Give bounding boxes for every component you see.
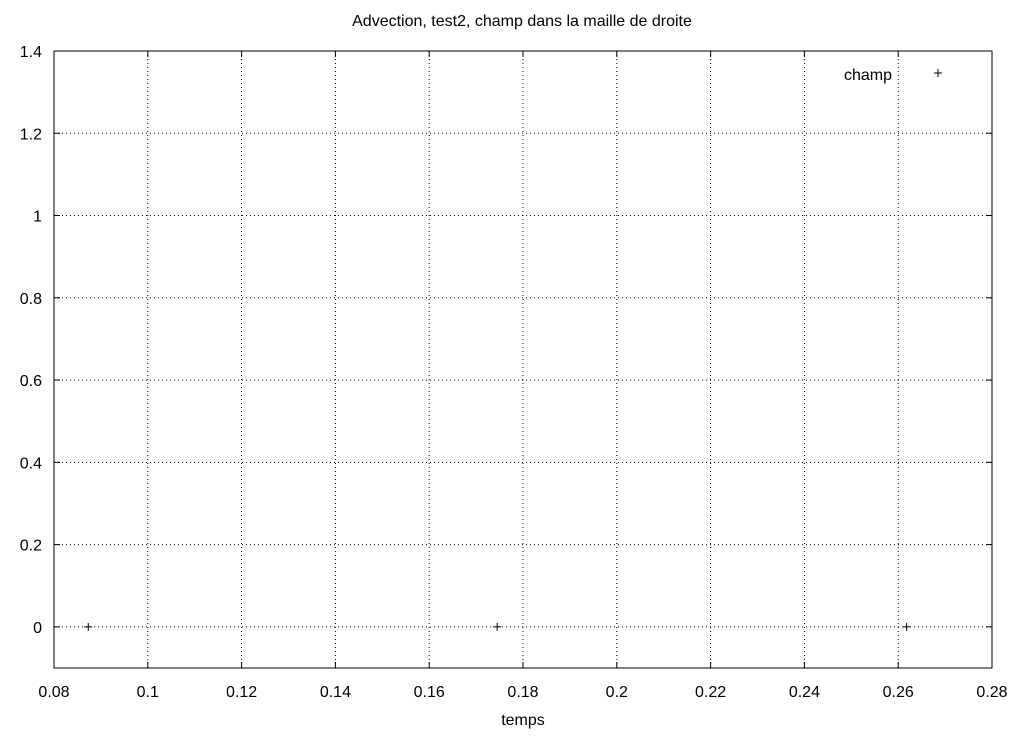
y-tick-labels: 0 0.2 0.4 0.6 0.8 1 1.2 1.4: [20, 44, 42, 637]
x-tick-label: 0.08: [38, 684, 69, 701]
legend-label: champ: [844, 67, 892, 84]
x-tick-label: 0.24: [789, 684, 820, 701]
x-tick-label: 0.28: [976, 684, 1007, 701]
data-point: [84, 622, 93, 631]
y-tick-label: 0.2: [20, 538, 42, 555]
x-tick-labels: 0.08 0.1 0.12 0.14 0.16 0.18 0.2 0.22 0.24 0.26 0.…: [38, 684, 1007, 701]
x-tick-label: 0.12: [226, 684, 257, 701]
x-tick-label: 0.26: [883, 684, 914, 701]
legend-marker: [934, 69, 942, 77]
y-tick-label: 0.6: [20, 373, 42, 390]
x-tick-label: 0.14: [320, 684, 351, 701]
x-axis-label: temps: [501, 712, 545, 729]
x-tick-label: 0.1: [137, 684, 159, 701]
chart-title: Advection, test2, champ dans la maille d…: [352, 13, 692, 30]
data-points: [84, 622, 911, 631]
data-point: [902, 622, 911, 631]
grid: [53, 50, 993, 668]
y-tick-label: 0: [33, 620, 42, 637]
y-tick-label: 0.4: [20, 455, 42, 472]
legend-marker-plus: [934, 69, 942, 77]
y-tick-label: 0.8: [20, 291, 42, 308]
y-tick-label: 1.4: [20, 44, 42, 61]
x-tick-label: 0.16: [414, 684, 445, 701]
y-tick-label: 1: [33, 209, 42, 226]
y-tick-label: 1.2: [20, 126, 42, 143]
x-tick-label: 0.2: [606, 684, 628, 701]
legend: champ: [844, 67, 942, 84]
x-tick-label: 0.18: [507, 684, 538, 701]
axis-ticks: [53, 50, 993, 668]
x-tick-label: 0.22: [695, 684, 726, 701]
data-point: [493, 622, 502, 631]
